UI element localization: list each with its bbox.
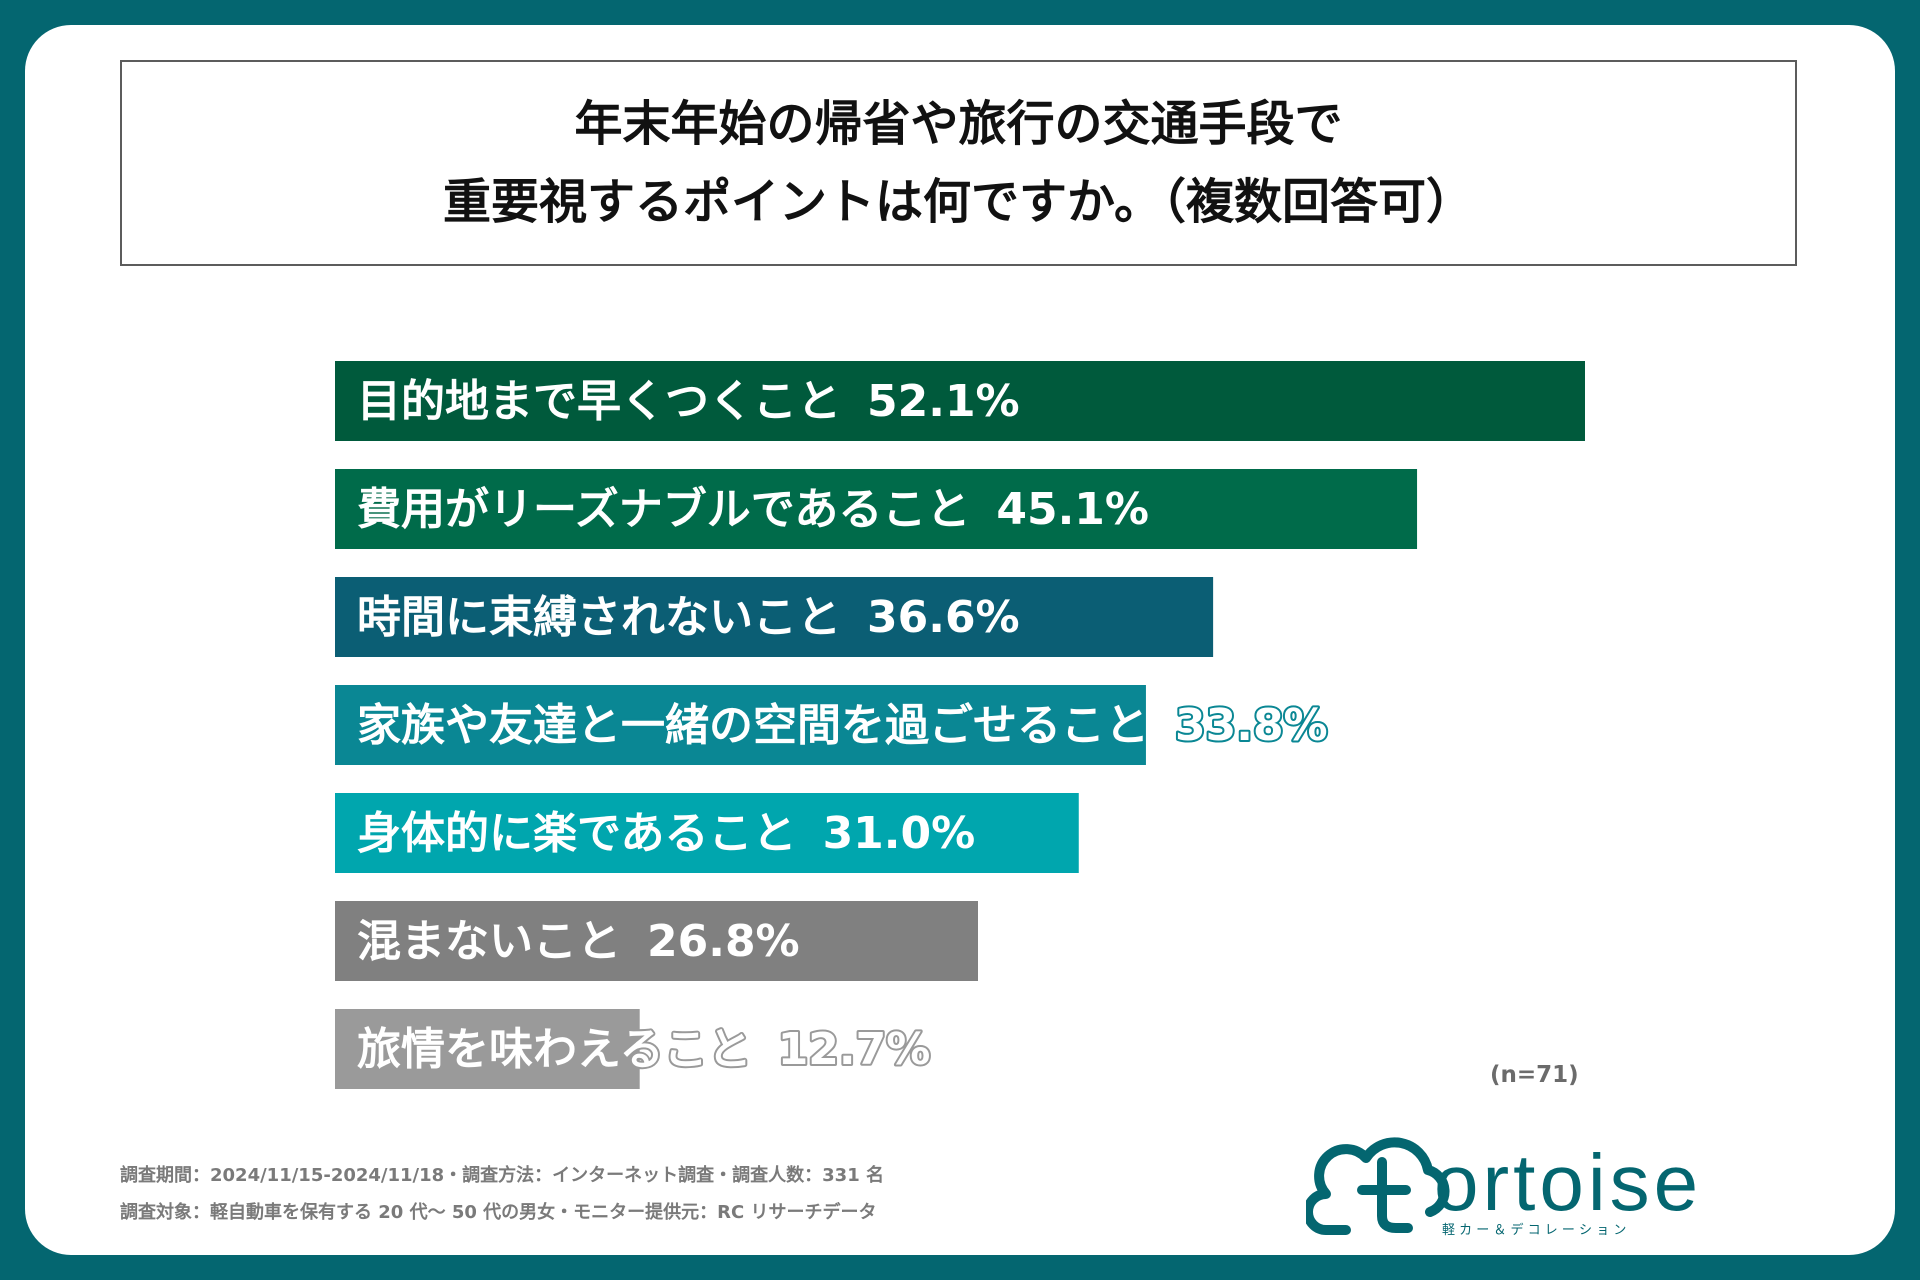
- logo-wordmark: ortoise: [1434, 1138, 1702, 1227]
- category-label: 時間に束縛されないこと: [357, 592, 841, 643]
- bar-1: [335, 361, 1585, 441]
- title-box: 年末年始の帰省や旅行の交通手段で 重要視するポイントは何ですか。（複数回答可）: [120, 60, 1797, 266]
- cloud-t-icon: [1306, 1137, 1450, 1235]
- survey-footer: 調査期間：2024/11/15-2024/11/18・調査方法：インターネット調…: [120, 1157, 884, 1231]
- value-label: 26.8%: [647, 916, 800, 967]
- bar-label-5: 身体的に楽であること 31.0%: [357, 808, 975, 859]
- logo-tagline: 軽 カ ー ＆ デ コ レ ー シ ョ ン: [1442, 1222, 1626, 1238]
- chart-title-line1: 年末年始の帰省や旅行の交通手段で: [574, 96, 1343, 152]
- value-label: 45.1%: [996, 484, 1149, 535]
- category-label: 混まないこと: [357, 916, 621, 967]
- bar-4: [335, 685, 1146, 765]
- bar-6: [335, 901, 978, 981]
- bar-5: [335, 793, 1079, 873]
- bar-label-3: 時間に束縛されないこと 36.6%: [357, 592, 1020, 643]
- bar-label-2: 費用がリーズナブルであること 45.1%: [357, 484, 1149, 535]
- value-label: 31.0%: [823, 808, 976, 859]
- category-label: 旅情を味わえること: [357, 1024, 752, 1075]
- category-label: 身体的に楽であること: [357, 808, 797, 859]
- tortoise-logo: ortoise 軽 カ ー ＆ デ コ レ ー シ ョ ン: [1306, 1137, 1702, 1238]
- value-label: 33.8%: [1175, 700, 1328, 751]
- category-label: 目的地まで早くつくこと: [357, 376, 841, 427]
- bar-label-4: 家族や友達と一緒の空間を過ごせること 33.8%: [357, 700, 1328, 751]
- chart-title-line2: 重要視するポイントは何ですか。（複数回答可）: [442, 174, 1475, 230]
- bar-label-6: 混まないこと 26.8%: [357, 916, 800, 967]
- value-label: 52.1%: [867, 376, 1020, 427]
- value-label: 12.7%: [778, 1024, 931, 1075]
- bar-2: [335, 469, 1418, 549]
- footer-line-2: 調査対象：軽自動車を保有する 20 代～ 50 代の男女・モニター提供元：RC …: [120, 1202, 877, 1223]
- bar-7: [335, 1009, 640, 1089]
- bar-label-7: 旅情を味わえること 12.7%: [357, 1024, 930, 1075]
- footer-line-1: 調査期間：2024/11/15-2024/11/18・調査方法：インターネット調…: [120, 1165, 884, 1186]
- category-label: 家族や友達と一緒の空間を過ごせること: [357, 700, 1149, 751]
- bar-label-1: 目的地まで早くつくこと 52.1%: [357, 376, 1020, 427]
- category-label: 費用がリーズナブルであること: [357, 484, 970, 535]
- sample-size-note: (n=71): [1490, 1062, 1579, 1088]
- bar-3: [335, 577, 1214, 657]
- value-label: 36.6%: [867, 592, 1020, 643]
